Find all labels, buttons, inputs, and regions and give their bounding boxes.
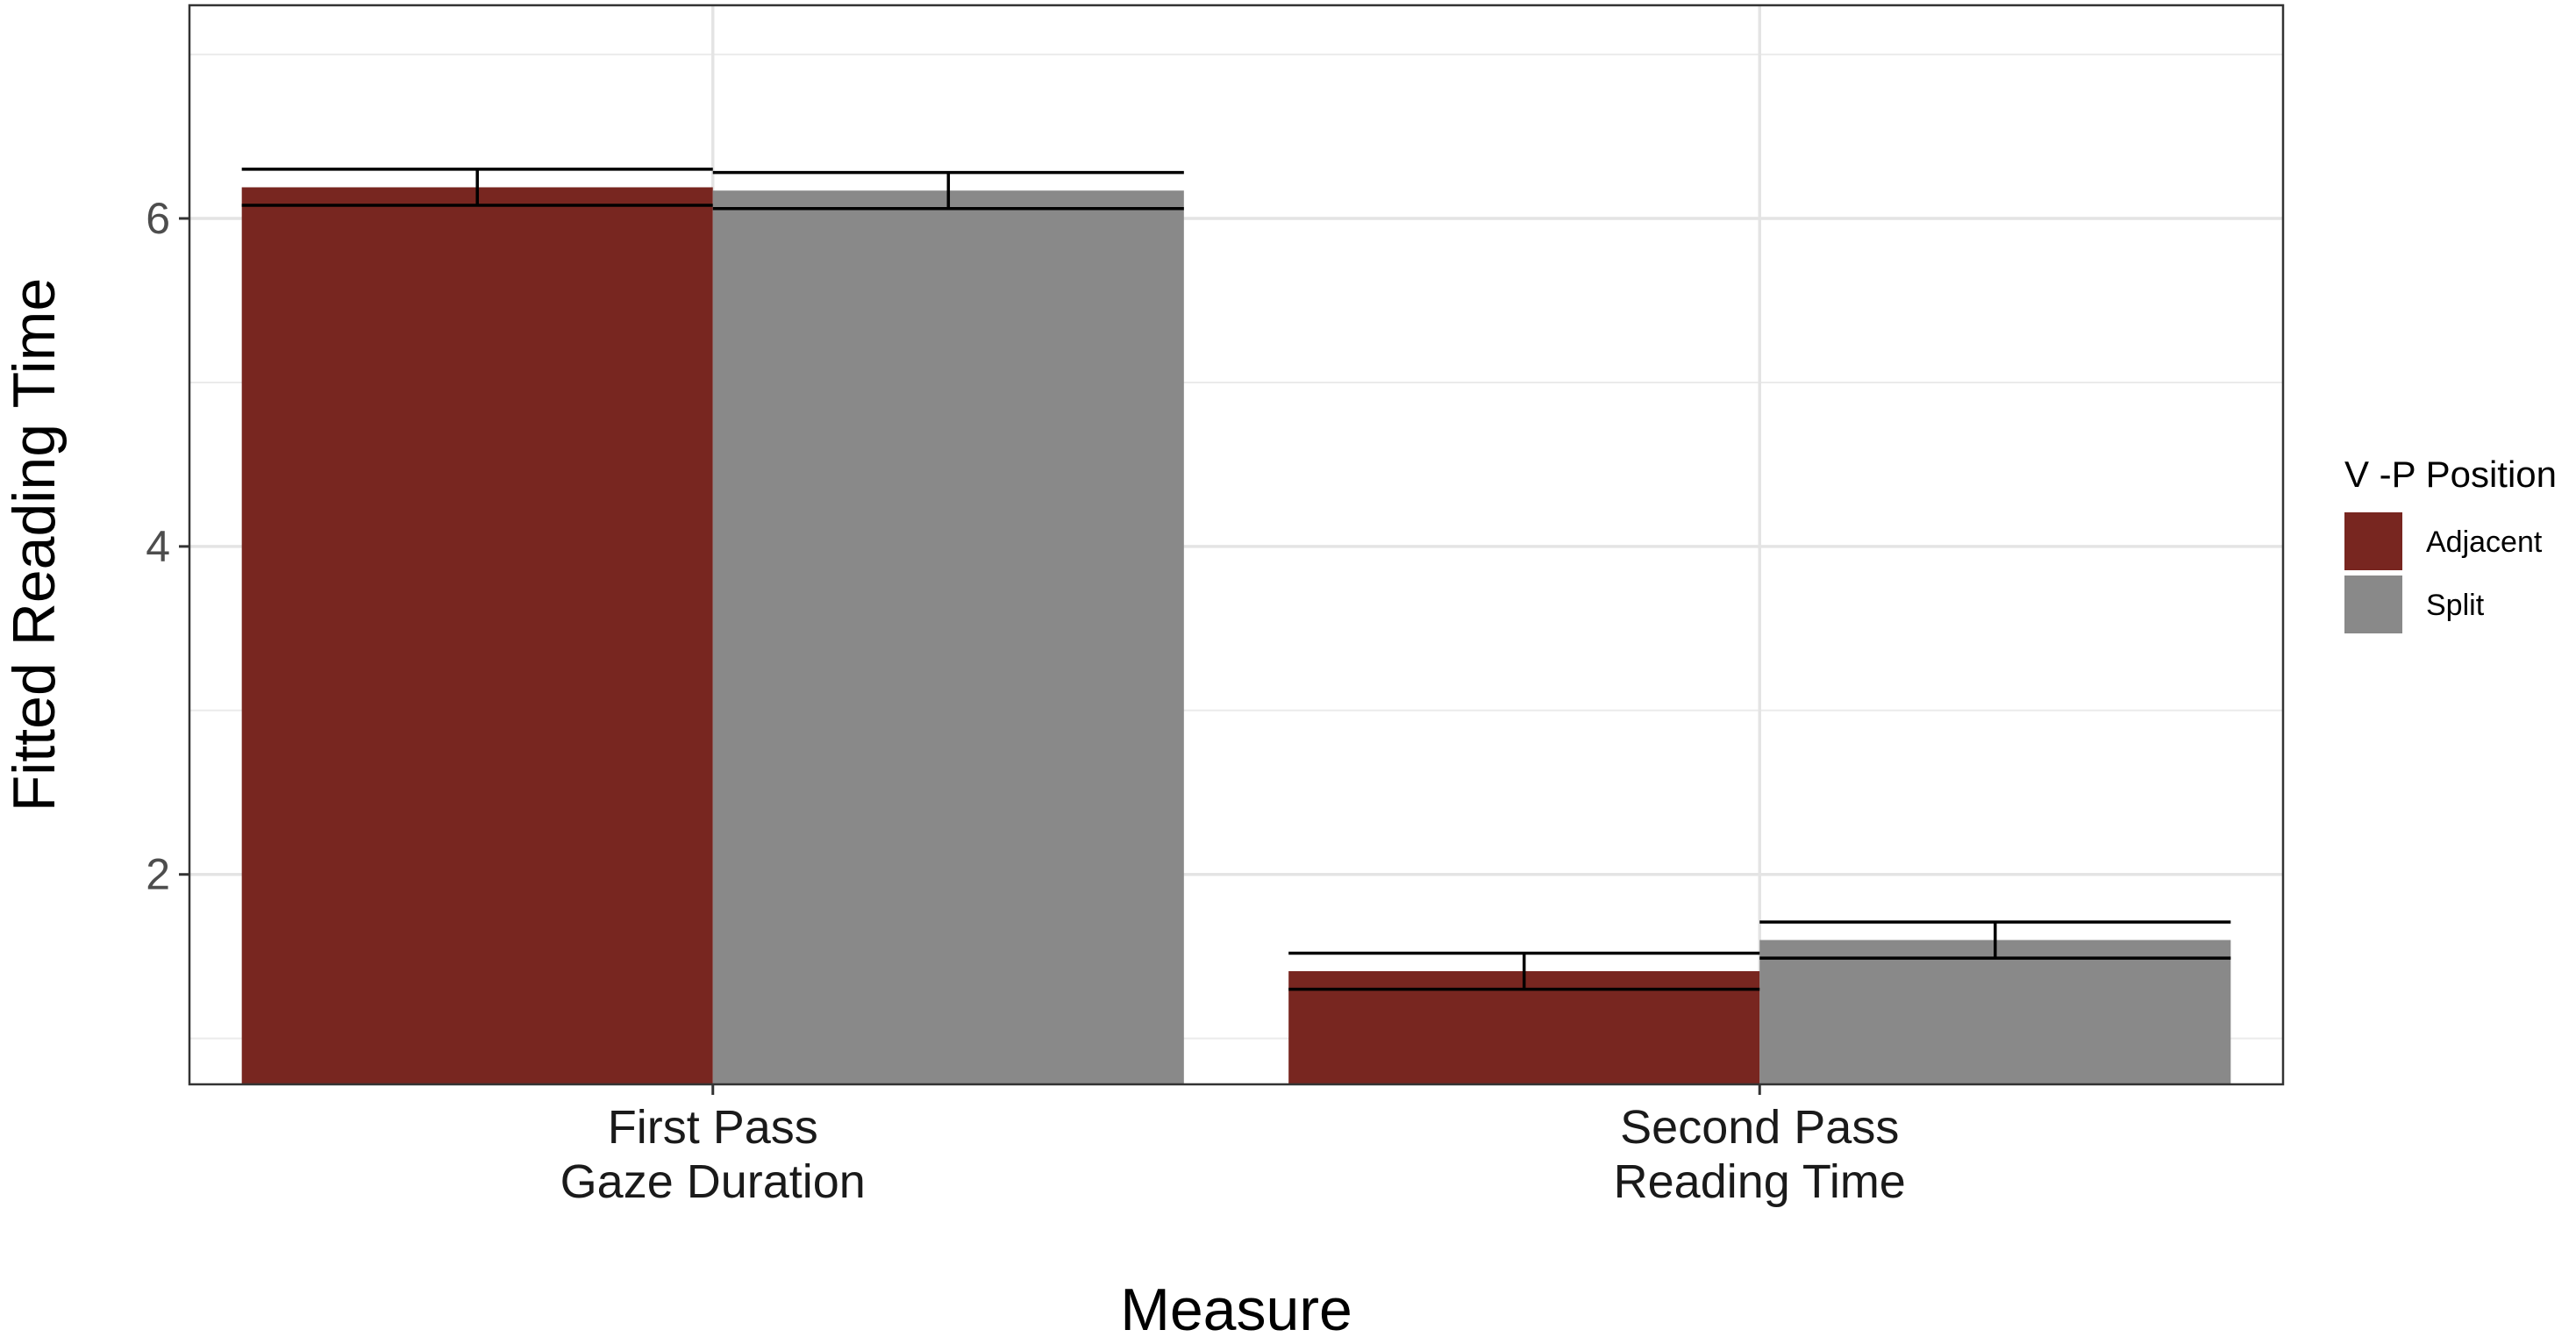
legend-title: V -P Position bbox=[2344, 454, 2557, 495]
panel-border bbox=[188, 4, 2285, 1086]
bars bbox=[241, 187, 2231, 1084]
error-bar-split-1 bbox=[712, 170, 1184, 211]
x-tick-label: Second Pass Reading Time bbox=[1614, 1101, 1906, 1208]
x-tick-label: First Pass Gaze Duration bbox=[560, 1101, 866, 1208]
axes: 2 4 6 First Pass Gaze Duration Second Pass Rea… bbox=[146, 194, 1906, 1208]
error-bar-split-2 bbox=[1759, 920, 2231, 960]
bar-split-2 bbox=[1759, 940, 2231, 1084]
bar-adjacent-1 bbox=[241, 187, 713, 1084]
error-bars bbox=[241, 168, 2231, 991]
legend-items: Adjacent Split bbox=[2344, 512, 2543, 633]
x-axis-title: Measure bbox=[1120, 1276, 1352, 1337]
y-axis-title: Fitted Reading Time bbox=[1, 278, 68, 812]
error-bar-adjacent-2 bbox=[1288, 951, 1760, 991]
legend-key-split bbox=[2344, 576, 2402, 633]
bar-split-1 bbox=[712, 190, 1184, 1084]
legend-label-adjacent: Adjacent bbox=[2426, 526, 2543, 559]
error-bar-adjacent-1 bbox=[241, 168, 713, 207]
y-tick-label: 6 bbox=[146, 194, 170, 243]
legend: V -P Position Adjacent Split bbox=[2344, 454, 2557, 633]
legend-key-adjacent bbox=[2344, 512, 2402, 570]
y-tick-label: 2 bbox=[146, 850, 170, 899]
legend-label-split: Split bbox=[2426, 589, 2485, 622]
y-tick-label: 4 bbox=[146, 522, 170, 571]
